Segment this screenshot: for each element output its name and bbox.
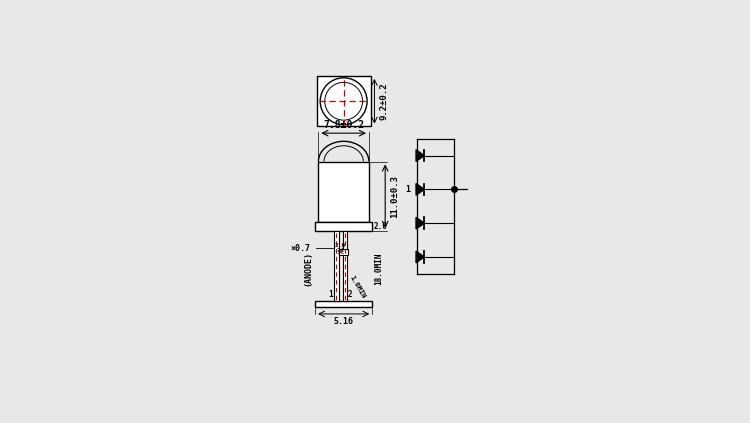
Text: 11.0±0.3: 11.0±0.3 <box>390 175 399 218</box>
Text: ×0.7: ×0.7 <box>291 244 310 253</box>
Polygon shape <box>416 251 424 263</box>
Bar <box>334 231 338 301</box>
Text: 2.6: 2.6 <box>335 244 346 248</box>
Bar <box>319 162 369 222</box>
Text: 1.0MIN: 1.0MIN <box>349 275 366 299</box>
Text: 9.2±0.2: 9.2±0.2 <box>380 82 388 120</box>
Text: 1: 1 <box>405 185 410 194</box>
Text: 18.0MIN: 18.0MIN <box>374 253 382 285</box>
Text: (ANODE): (ANODE) <box>304 251 313 286</box>
Bar <box>316 76 370 126</box>
Polygon shape <box>416 150 424 162</box>
Text: 1: 1 <box>328 290 333 299</box>
Bar <box>315 301 372 307</box>
Bar <box>343 231 346 301</box>
Polygon shape <box>416 184 424 195</box>
Text: 2.0: 2.0 <box>374 222 388 231</box>
Bar <box>315 222 372 231</box>
Text: 2: 2 <box>348 290 352 299</box>
Text: 7.8±0.2: 7.8±0.2 <box>323 120 364 130</box>
Bar <box>340 250 348 255</box>
Text: 5.16: 5.16 <box>334 317 354 326</box>
Polygon shape <box>416 217 424 229</box>
